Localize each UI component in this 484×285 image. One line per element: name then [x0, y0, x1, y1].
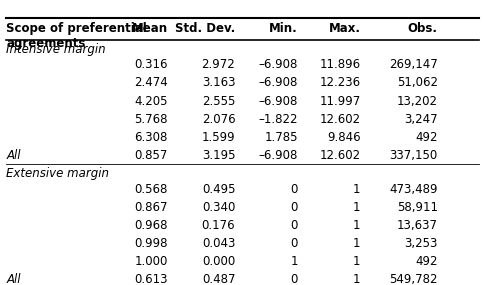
Text: 0: 0: [290, 201, 297, 214]
Text: 1: 1: [290, 255, 297, 268]
Text: Mean: Mean: [131, 22, 167, 34]
Text: 0.316: 0.316: [134, 58, 167, 71]
Text: –6.908: –6.908: [258, 76, 297, 89]
Text: 1: 1: [352, 237, 360, 250]
Text: 0.487: 0.487: [201, 273, 235, 285]
Text: 492: 492: [414, 131, 437, 144]
Text: 1.000: 1.000: [134, 255, 167, 268]
Text: 6.308: 6.308: [134, 131, 167, 144]
Text: 0.613: 0.613: [134, 273, 167, 285]
Text: 1.599: 1.599: [201, 131, 235, 144]
Text: 0.857: 0.857: [134, 149, 167, 162]
Text: 0.000: 0.000: [202, 255, 235, 268]
Text: –1.822: –1.822: [258, 113, 297, 126]
Text: –6.908: –6.908: [258, 149, 297, 162]
Text: 0: 0: [290, 182, 297, 196]
Text: 11.997: 11.997: [319, 95, 360, 108]
Text: Max.: Max.: [328, 22, 360, 34]
Text: 0.176: 0.176: [201, 219, 235, 232]
Text: 3.195: 3.195: [201, 149, 235, 162]
Text: 549,782: 549,782: [389, 273, 437, 285]
Text: Obs.: Obs.: [407, 22, 437, 34]
Text: 12.236: 12.236: [319, 76, 360, 89]
Text: 0: 0: [290, 219, 297, 232]
Text: 2.474: 2.474: [134, 76, 167, 89]
Text: 1: 1: [352, 219, 360, 232]
Text: 1: 1: [352, 182, 360, 196]
Text: 0.043: 0.043: [201, 237, 235, 250]
Text: 337,150: 337,150: [389, 149, 437, 162]
Text: 1: 1: [352, 201, 360, 214]
Text: 1: 1: [352, 273, 360, 285]
Text: 12.602: 12.602: [319, 149, 360, 162]
Text: 13,202: 13,202: [396, 95, 437, 108]
Text: 9.846: 9.846: [326, 131, 360, 144]
Text: 2.076: 2.076: [201, 113, 235, 126]
Text: 51,062: 51,062: [396, 76, 437, 89]
Text: 0.998: 0.998: [134, 237, 167, 250]
Text: 4.205: 4.205: [134, 95, 167, 108]
Text: Std. Dev.: Std. Dev.: [175, 22, 235, 34]
Text: 0.867: 0.867: [134, 201, 167, 214]
Text: 11.896: 11.896: [319, 58, 360, 71]
Text: 0: 0: [290, 273, 297, 285]
Text: Min.: Min.: [269, 22, 297, 34]
Text: 58,911: 58,911: [396, 201, 437, 214]
Text: 3.163: 3.163: [201, 76, 235, 89]
Text: 492: 492: [414, 255, 437, 268]
Text: 0.968: 0.968: [134, 219, 167, 232]
Text: 473,489: 473,489: [389, 182, 437, 196]
Text: 13,637: 13,637: [396, 219, 437, 232]
Text: 5.768: 5.768: [134, 113, 167, 126]
Text: Intensive margin: Intensive margin: [6, 43, 106, 56]
Text: All: All: [6, 273, 21, 285]
Text: 0: 0: [290, 237, 297, 250]
Text: 1.785: 1.785: [264, 131, 297, 144]
Text: 0.495: 0.495: [201, 182, 235, 196]
Text: 0.340: 0.340: [201, 201, 235, 214]
Text: Extensive margin: Extensive margin: [6, 167, 109, 180]
Text: 2.555: 2.555: [201, 95, 235, 108]
Text: 269,147: 269,147: [388, 58, 437, 71]
Text: –6.908: –6.908: [258, 95, 297, 108]
Text: 1: 1: [352, 255, 360, 268]
Text: 3,247: 3,247: [403, 113, 437, 126]
Text: All: All: [6, 149, 21, 162]
Text: 2.972: 2.972: [201, 58, 235, 71]
Text: 0.568: 0.568: [134, 182, 167, 196]
Text: 12.602: 12.602: [319, 113, 360, 126]
Text: –6.908: –6.908: [258, 58, 297, 71]
Text: 3,253: 3,253: [404, 237, 437, 250]
Text: Scope of preferential
agreements: Scope of preferential agreements: [6, 22, 147, 50]
